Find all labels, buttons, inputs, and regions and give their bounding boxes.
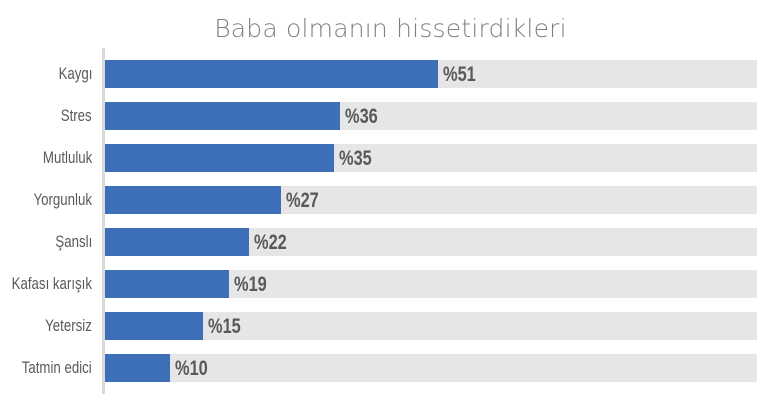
value-label: %19 [234,273,267,296]
category-label: Stres [61,106,92,125]
category-label: Kafası karışık [11,274,92,293]
bar-row: Tatmin edici %10 [0,354,781,382]
bar-row: Yorgunluk %27 [0,186,781,214]
bar [105,354,170,382]
bar [105,270,229,298]
value-label: %35 [339,147,372,170]
bar [105,60,438,88]
category-label: Kaygı [58,64,92,83]
category-label: Şanslı [55,232,92,251]
category-axis-line [102,48,105,394]
bar-row: Kaygı %51 [0,60,781,88]
category-label: Mutluluk [42,148,92,167]
category-label: Yetersiz [45,316,92,335]
value-label: %27 [286,189,319,212]
value-label: %36 [345,105,378,128]
bar-row: Kafası karışık %19 [0,270,781,298]
chart-title: Baba olmanın hissetirdikleri [214,14,567,43]
value-label: %10 [175,357,208,380]
bar [105,228,249,256]
bar-row: Mutluluk %35 [0,144,781,172]
value-label: %51 [443,63,476,86]
category-label: Tatmin edici [21,358,92,377]
bar [105,186,281,214]
bar-track [105,312,757,340]
bar [105,144,334,172]
bar-row: Stres %36 [0,102,781,130]
category-label: Yorgunluk [33,190,92,209]
bar-row: Şanslı %22 [0,228,781,256]
bar [105,102,340,130]
bar [105,312,203,340]
value-label: %22 [254,231,287,254]
value-label: %15 [208,315,241,338]
bar-track [105,354,757,382]
bar-row: Yetersiz %15 [0,312,781,340]
